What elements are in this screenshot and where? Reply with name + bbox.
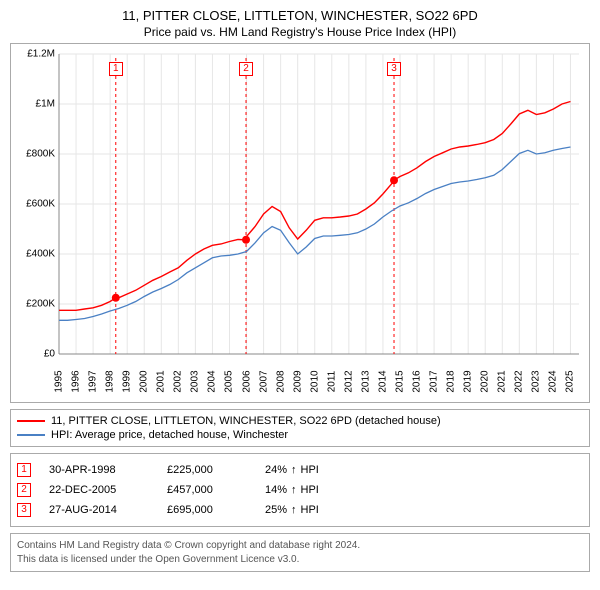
sale-delta-pct: 25%	[265, 504, 287, 516]
chart-subtitle: Price paid vs. HM Land Registry's House …	[10, 25, 590, 39]
x-axis-tick-label: 2006	[241, 370, 252, 392]
x-axis-tick-label: 2000	[139, 370, 150, 392]
chart-title: 11, PITTER CLOSE, LITTLETON, WINCHESTER,…	[10, 8, 590, 23]
x-axis-tick-label: 2017	[429, 370, 440, 392]
x-axis-tick-label: 1999	[122, 370, 133, 392]
x-axis-tick-label: 2020	[480, 370, 491, 392]
y-axis-tick-label: £600K	[15, 199, 55, 210]
sale-price: £457,000	[167, 484, 247, 496]
sale-marker-dot	[390, 176, 398, 184]
sale-date: 22-DEC-2005	[49, 484, 149, 496]
legend-swatch	[17, 434, 45, 436]
sale-marker-dot	[112, 294, 120, 302]
x-axis-tick-label: 2008	[275, 370, 286, 392]
sale-row: 3 27-AUG-2014 £695,000 25% ↑ HPI	[17, 500, 583, 520]
title-block: 11, PITTER CLOSE, LITTLETON, WINCHESTER,…	[10, 8, 590, 39]
x-axis-tick-label: 2002	[173, 370, 184, 392]
sales-table: 1 30-APR-1998 £225,000 24% ↑ HPI 2 22-DEC-2005 £…	[10, 453, 590, 527]
sale-delta: 25% ↑ HPI	[265, 504, 319, 516]
sale-marker-box: 2	[239, 62, 253, 76]
y-axis-tick-label: £200K	[15, 299, 55, 310]
x-axis-tick-label: 2004	[207, 370, 218, 392]
sale-delta-pct: 14%	[265, 484, 287, 496]
sale-date: 30-APR-1998	[49, 464, 149, 476]
sale-row: 1 30-APR-1998 £225,000 24% ↑ HPI	[17, 460, 583, 480]
sale-row: 2 22-DEC-2005 £457,000 14% ↑ HPI	[17, 480, 583, 500]
legend-box: 11, PITTER CLOSE, LITTLETON, WINCHESTER,…	[10, 409, 590, 447]
legend-label: HPI: Average price, detached house, Winc…	[51, 429, 288, 441]
sale-number-box: 3	[17, 503, 31, 517]
x-axis-tick-label: 2013	[360, 370, 371, 392]
legend-swatch	[17, 420, 45, 422]
sale-number-box: 1	[17, 463, 31, 477]
legend-item: HPI: Average price, detached house, Winc…	[17, 428, 583, 442]
x-axis-tick-label: 2021	[497, 370, 508, 392]
x-axis-tick-label: 2010	[309, 370, 320, 392]
x-axis-tick-label: 1996	[71, 370, 82, 392]
sale-delta-vs: HPI	[301, 504, 319, 516]
x-axis-tick-label: 2007	[258, 370, 269, 392]
sale-delta-vs: HPI	[301, 464, 319, 476]
sale-marker-box: 1	[109, 62, 123, 76]
x-axis-tick-label: 2023	[531, 370, 542, 392]
y-axis-tick-label: £0	[15, 349, 55, 360]
chart-container: 11, PITTER CLOSE, LITTLETON, WINCHESTER,…	[0, 0, 600, 590]
x-axis-tick-label: 2019	[463, 370, 474, 392]
chart-plot-area: £0 £200K £400K £600K £800K £1M £1.2M 1995 1996 19…	[10, 43, 590, 403]
x-axis-tick-label: 2009	[292, 370, 303, 392]
x-axis-tick-label: 2003	[190, 370, 201, 392]
sale-marker-box: 3	[387, 62, 401, 76]
sale-delta-vs: HPI	[301, 484, 319, 496]
x-axis-tick-label: 2025	[565, 370, 576, 392]
x-axis-tick-label: 2005	[224, 370, 235, 392]
x-axis-tick-label: 2018	[446, 370, 457, 392]
sale-delta: 24% ↑ HPI	[265, 464, 319, 476]
sale-delta-pct: 24%	[265, 464, 287, 476]
x-axis-tick-label: 2022	[514, 370, 525, 392]
x-axis-tick-label: 1998	[105, 370, 116, 392]
x-axis-tick-label: 2016	[412, 370, 423, 392]
y-axis-tick-label: £1M	[15, 99, 55, 110]
sale-marker-dot	[242, 236, 250, 244]
x-axis-tick-label: 2024	[548, 370, 559, 392]
legend-label: 11, PITTER CLOSE, LITTLETON, WINCHESTER,…	[51, 415, 441, 427]
x-axis-tick-label: 2001	[156, 370, 167, 392]
sale-price: £225,000	[167, 464, 247, 476]
x-axis-tick-label: 1995	[54, 370, 65, 392]
y-axis-tick-label: £800K	[15, 149, 55, 160]
x-axis-tick-label: 2011	[326, 371, 337, 393]
y-axis-tick-label: £1.2M	[15, 49, 55, 60]
sale-price: £695,000	[167, 504, 247, 516]
x-axis-tick-label: 2012	[343, 370, 354, 392]
sale-number-box: 2	[17, 483, 31, 497]
x-axis-tick-label: 2014	[377, 370, 388, 392]
chart-svg	[11, 44, 589, 402]
x-axis-tick-label: 2015	[394, 370, 405, 392]
attribution-line-2: This data is licensed under the Open Gov…	[17, 553, 583, 567]
x-axis-tick-label: 1997	[88, 370, 99, 392]
attribution-line-1: Contains HM Land Registry data © Crown c…	[17, 539, 583, 553]
sale-delta: 14% ↑ HPI	[265, 484, 319, 496]
arrow-up-icon: ↑	[291, 504, 297, 516]
attribution-box: Contains HM Land Registry data © Crown c…	[10, 533, 590, 572]
y-axis-tick-label: £400K	[15, 249, 55, 260]
arrow-up-icon: ↑	[291, 484, 297, 496]
sale-date: 27-AUG-2014	[49, 504, 149, 516]
arrow-up-icon: ↑	[291, 464, 297, 476]
legend-item: 11, PITTER CLOSE, LITTLETON, WINCHESTER,…	[17, 414, 583, 428]
